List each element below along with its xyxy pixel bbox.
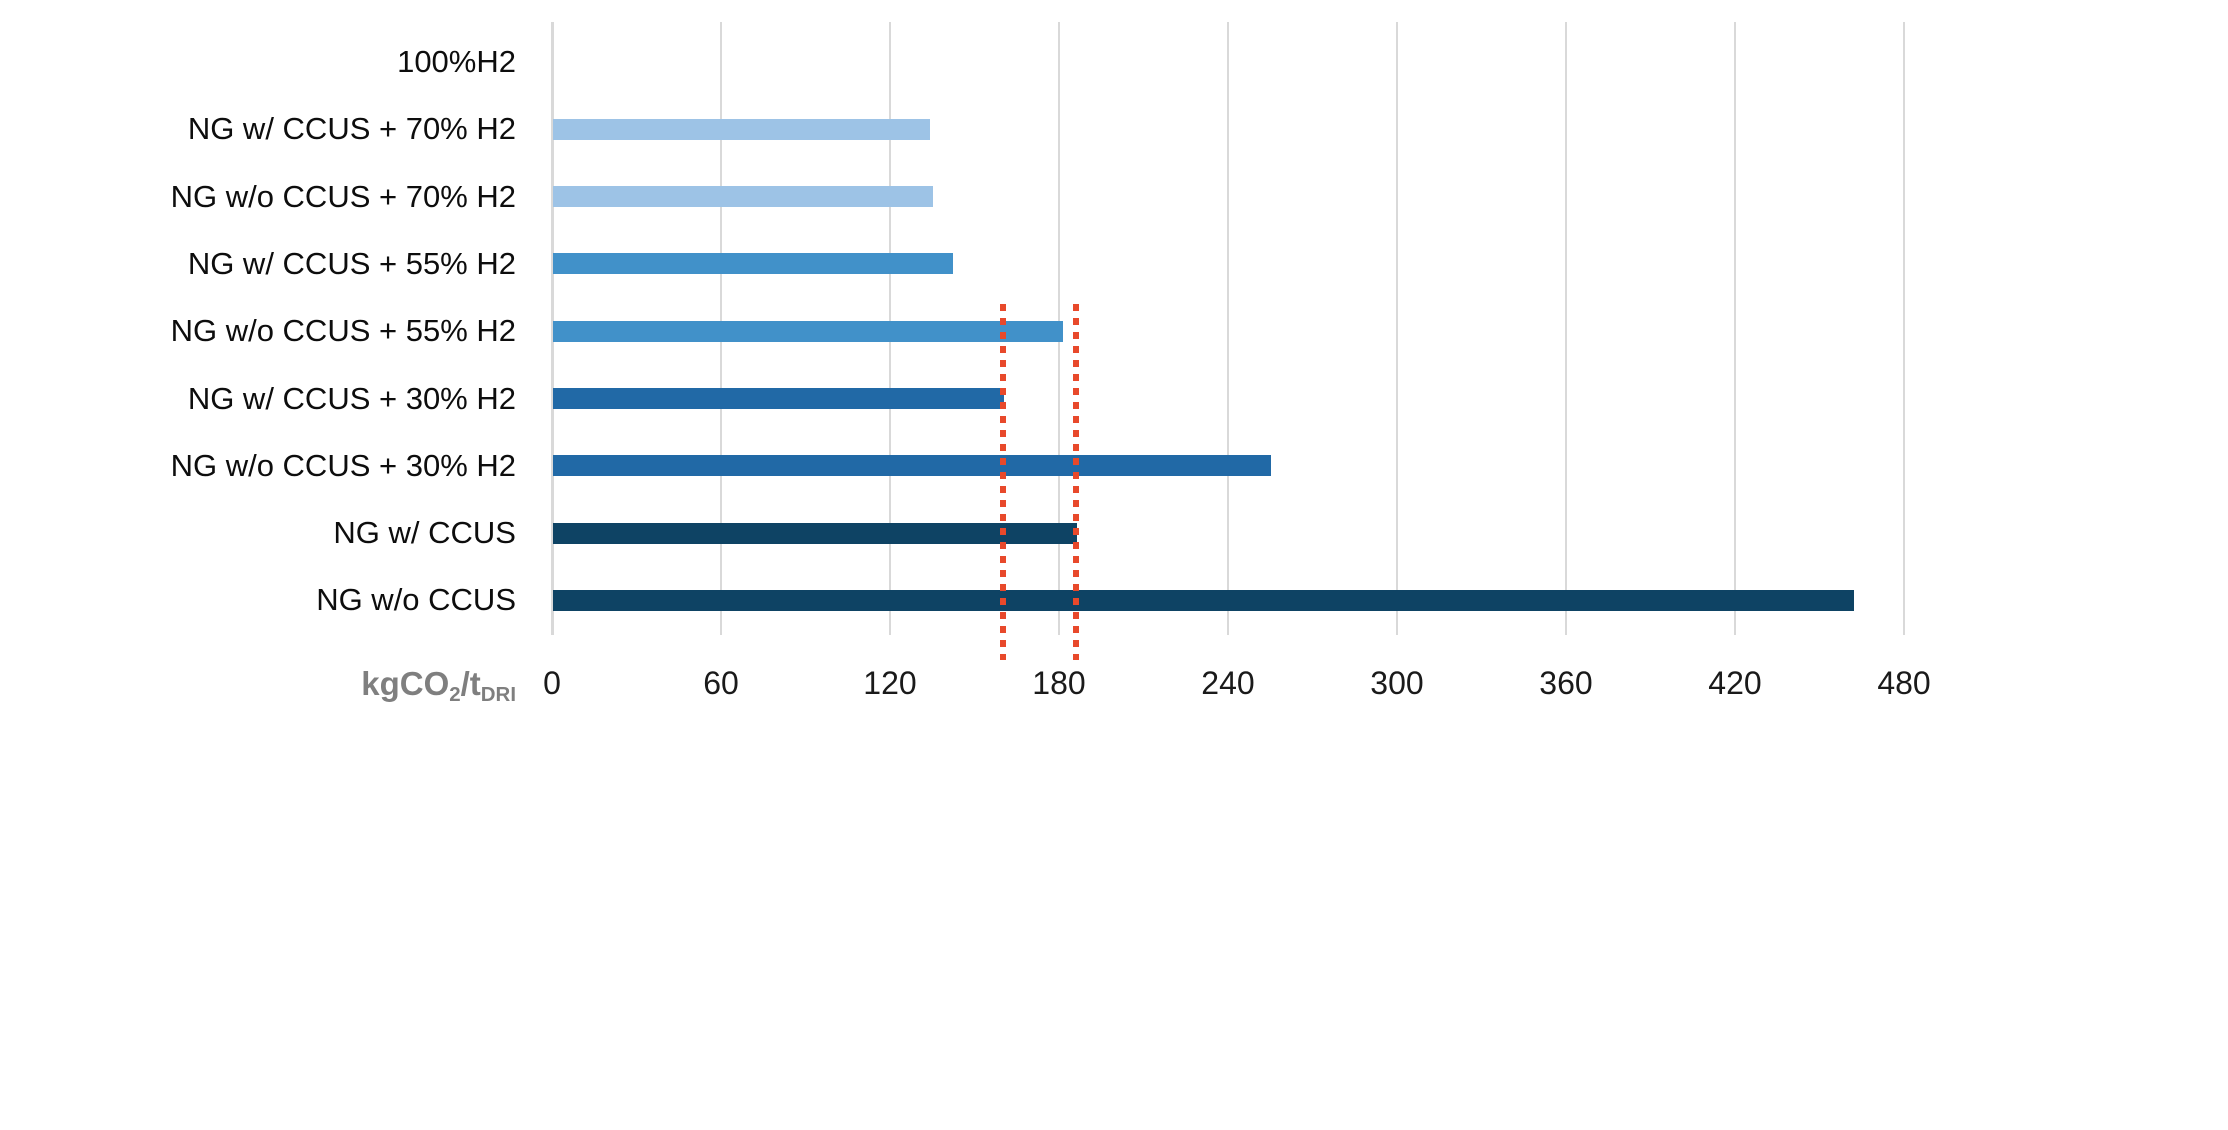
category-label: NG w/ CCUS + 30% H2 [187,380,516,416]
unit-label-subscript: 2 [449,682,461,706]
vertical-gridline [1227,22,1229,635]
category-label: NG w/o CCUS + 55% H2 [170,313,516,349]
value-axis-tick-label: 420 [1708,665,1762,701]
value-axis-tick-label: 480 [1877,665,1931,701]
bar [553,522,1077,544]
value-axis-tick-label: 120 [863,665,917,701]
category-label: NG w/o CCUS + 70% H2 [170,178,516,214]
bar [553,253,953,275]
value-axis-tick-label: 360 [1539,665,1593,701]
value-axis-zero-line [550,22,554,635]
category-label: NG w/ CCUS + 70% H2 [187,111,516,147]
category-label: NG w/o CCUS + 30% H2 [170,447,516,483]
vertical-gridline [1903,22,1906,635]
bar [553,186,934,208]
unit-label-text: kgCO [361,665,450,702]
reference-line-dotted [999,304,1006,660]
bar [553,320,1063,342]
bar [553,455,1272,477]
value-axis-unit-label: kgCO2/tDRI [0,662,516,706]
vertical-gridline [1396,22,1398,635]
bar [553,388,1004,409]
category-label: NG w/o CCUS [316,582,516,618]
value-axis-tick-label: 180 [1032,665,1086,701]
value-axis-tick-label: 300 [1370,665,1424,701]
category-label: NG w/ CCUS [333,515,516,551]
category-label: NG w/ CCUS + 55% H2 [187,245,516,281]
reference-line-dotted [1072,304,1079,660]
unit-label-subscript: DRI [480,682,516,706]
category-label: 100%H2 [397,44,516,79]
bar [553,589,1855,611]
value-axis-tick-label: 240 [1201,665,1255,701]
value-axis-tick-label: 0 [543,665,561,701]
value-axis-tick-label: 60 [703,665,739,701]
bar [553,118,931,140]
vertical-gridline [1734,22,1736,635]
vertical-gridline [1565,22,1567,635]
unit-label-text: /t [460,665,481,702]
